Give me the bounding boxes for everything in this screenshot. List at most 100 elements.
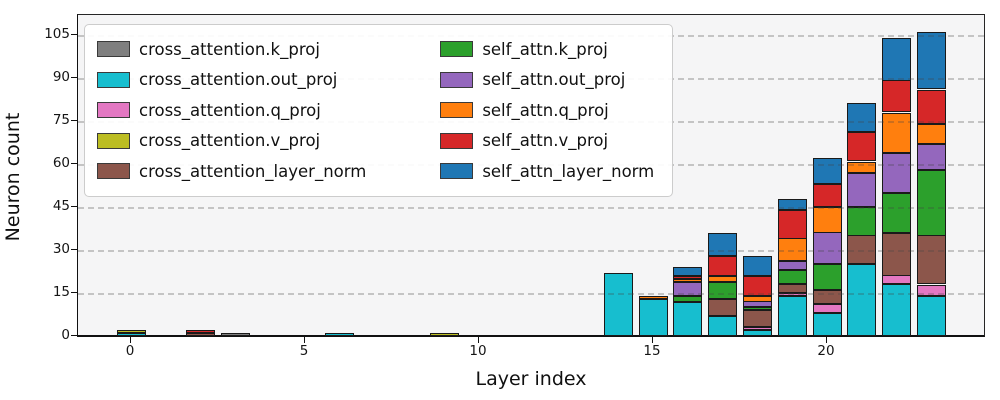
bar-layer-2-seg-self_attn.v_proj: [186, 330, 215, 333]
ytick-label-75: 75: [52, 111, 70, 128]
legend-swatch-icon: [97, 71, 130, 88]
bar-layer-2-seg-cross_attention_layer_norm: [186, 333, 215, 336]
legend-label: cross_attention.out_proj: [139, 70, 338, 90]
x-axis-label: Layer index: [475, 368, 587, 390]
bar-layer-21-seg-self_attn.q_proj: [847, 162, 876, 173]
ytick-mark-45: [71, 205, 77, 207]
bar-layer-15-seg-cross_attention.out_proj: [639, 299, 668, 336]
bar-layer-16-seg-self_attn.v_proj: [673, 276, 702, 279]
legend-item-cross_attention.q_proj: cross_attention.q_proj: [97, 95, 366, 126]
ytick-mark-90: [71, 76, 77, 78]
legend-label: cross_attention_layer_norm: [139, 161, 367, 181]
bar-layer-23-seg-self_attn.k_proj: [917, 170, 946, 236]
legend-swatch-icon: [97, 41, 130, 58]
ytick-mark-15: [71, 291, 77, 293]
legend-swatch-icon: [97, 163, 130, 180]
legend: cross_attention.k_proj cross_attention.ou…: [84, 24, 674, 197]
legend-label: self_attn_layer_norm: [482, 161, 655, 181]
bar-layer-16-seg-self_attn.q_proj: [673, 279, 702, 282]
bar-layer-19-seg-self_attn.v_proj: [778, 210, 807, 239]
bar-layer-22-seg-self_attn.k_proj: [882, 193, 911, 233]
bar-layer-23-seg-self_attn.v_proj: [917, 90, 946, 124]
ytick-mark-30: [71, 248, 77, 250]
legend-label: self_attn.q_proj: [482, 100, 609, 120]
xtick-label-20: 20: [817, 343, 835, 359]
legend-item-self_attn.q_proj: self_attn.q_proj: [440, 95, 654, 126]
legend-item-self_attn.k_proj: self_attn.k_proj: [440, 34, 654, 65]
bar-layer-17-seg-cross_attention_layer_norm: [708, 299, 737, 316]
ytick-label-105: 105: [44, 25, 70, 42]
bar-layer-21-seg-self_attn_layer_norm: [847, 103, 876, 132]
bar-layer-16-seg-self_attn.k_proj: [673, 296, 702, 302]
ytick-label-90: 90: [52, 68, 70, 85]
bar-layer-22-seg-self_attn.q_proj: [882, 113, 911, 153]
legend-item-cross_attention.k_proj: cross_attention.k_proj: [97, 34, 366, 65]
bar-layer-15-seg-self_attn.q_proj: [639, 296, 668, 299]
legend-swatch-icon: [440, 132, 474, 149]
bar-layer-20-seg-self_attn.v_proj: [813, 184, 842, 207]
legend-swatch-icon: [97, 102, 130, 119]
legend-label: cross_attention.k_proj: [139, 39, 320, 59]
ytick-label-60: 60: [52, 154, 70, 171]
legend-swatch-icon: [440, 102, 474, 119]
bar-layer-17-seg-self_attn.v_proj: [708, 256, 737, 276]
legend-label: cross_attention.v_proj: [139, 131, 321, 151]
xtick-mark-10: [478, 337, 479, 343]
bar-layer-20-seg-cross_attention.out_proj: [813, 313, 842, 336]
xtick-mark-0: [130, 337, 131, 343]
ytick-label-0: 0: [61, 327, 70, 343]
bar-layer-16-seg-self_attn_layer_norm: [673, 267, 702, 276]
bar-layer-9-seg-cross_attention.v_proj: [430, 333, 459, 336]
bar-layer-23-seg-self_attn.out_proj: [917, 144, 946, 170]
bar-layer-22-seg-self_attn_layer_norm: [882, 38, 911, 81]
bar-layer-23-seg-self_attn_layer_norm: [917, 32, 946, 89]
bar-layer-19-seg-cross_attention.out_proj: [778, 296, 807, 336]
bar-layer-18-seg-cross_attention_layer_norm: [743, 310, 772, 327]
bar-layer-18-seg-self_attn_layer_norm: [743, 256, 772, 276]
bar-layer-18-seg-self_attn.k_proj: [743, 307, 772, 310]
bar-layer-19-seg-self_attn.k_proj: [778, 270, 807, 284]
bar-layer-22-seg-self_attn.v_proj: [882, 80, 911, 112]
ytick-label-45: 45: [52, 197, 70, 214]
bar-layer-22-seg-cross_attention.out_proj: [882, 284, 911, 336]
bar-layer-19-seg-self_attn.out_proj: [778, 261, 807, 270]
legend-item-cross_attention.v_proj: cross_attention.v_proj: [97, 126, 366, 157]
bar-layer-19-seg-cross_attention_layer_norm: [778, 284, 807, 293]
bar-layer-20-seg-self_attn_layer_norm: [813, 158, 842, 184]
bar-layer-17-seg-cross_attention.out_proj: [708, 316, 737, 336]
legend-swatch-icon: [97, 132, 130, 149]
legend-swatch-icon: [440, 163, 474, 180]
xtick-label-15: 15: [643, 343, 661, 359]
legend-swatch-icon: [440, 71, 474, 88]
bar-layer-21-seg-self_attn.out_proj: [847, 173, 876, 207]
bar-layer-19-seg-cross_attention.q_proj: [778, 293, 807, 296]
ytick-label-15: 15: [52, 283, 70, 300]
xtick-mark-5: [304, 337, 305, 343]
bar-layer-21-seg-cross_attention_layer_norm: [847, 235, 876, 264]
bar-layer-21-seg-self_attn.v_proj: [847, 132, 876, 161]
bar-layer-18-seg-cross_attention.out_proj: [743, 330, 772, 336]
bar-layer-20-seg-cross_attention_layer_norm: [813, 290, 842, 304]
legend-label: self_attn.v_proj: [482, 131, 609, 151]
bar-layer-6-seg-cross_attention.out_proj: [325, 333, 354, 336]
bar-layer-17-seg-self_attn.k_proj: [708, 282, 737, 299]
ytick-mark-60: [71, 162, 77, 164]
bar-layer-3-seg-cross_attention.k_proj: [221, 333, 250, 336]
ytick-mark-0: [71, 335, 77, 336]
bar-layer-0-seg-cross_attention.v_proj: [117, 330, 146, 333]
bar-layer-17-seg-self_attn.q_proj: [708, 276, 737, 282]
bar-layer-19-seg-self_attn_layer_norm: [778, 199, 807, 210]
gridline-y-15: [78, 292, 984, 295]
bar-layer-23-seg-cross_attention_layer_norm: [917, 235, 946, 284]
xtick-label-5: 5: [299, 343, 309, 359]
ytick-mark-75: [71, 119, 77, 121]
bar-layer-16-seg-cross_attention.out_proj: [673, 302, 702, 336]
bar-layer-22-seg-self_attn.out_proj: [882, 153, 911, 193]
legend-item-self_attn.v_proj: self_attn.v_proj: [440, 126, 654, 157]
bar-layer-18-seg-self_attn.v_proj: [743, 276, 772, 296]
y-axis-label: Neuron count: [2, 112, 24, 242]
legend-item-self_attn_layer_norm: self_attn_layer_norm: [440, 156, 654, 187]
bar-layer-23-seg-self_attn.q_proj: [917, 124, 946, 144]
ytick-label-30: 30: [52, 240, 70, 257]
legend-label: cross_attention.q_proj: [139, 100, 321, 120]
